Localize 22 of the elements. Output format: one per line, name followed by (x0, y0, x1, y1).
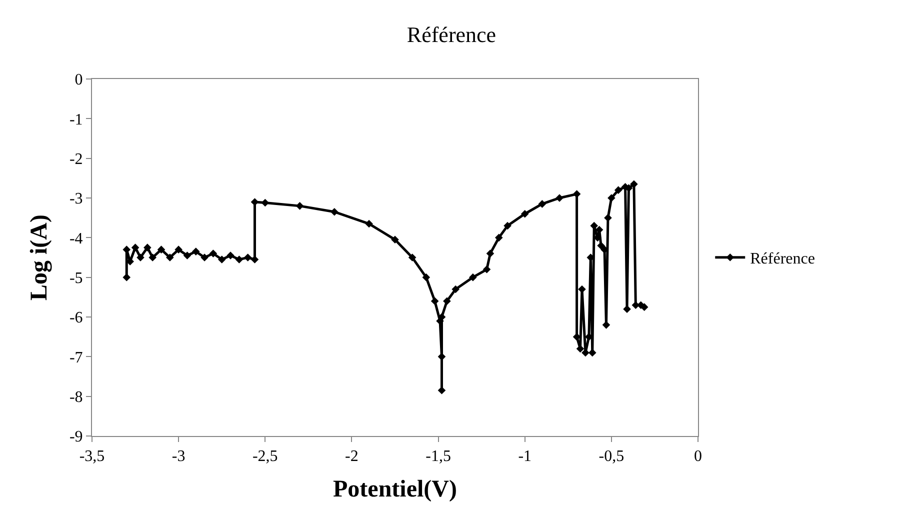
y-tick-label: -6 (69, 310, 83, 327)
x-tick-label: -1,5 (426, 448, 451, 466)
y-tick-label: -5 (69, 270, 83, 287)
x-tick-label: 0 (694, 448, 702, 466)
y-axis-title: Log i(A) (26, 214, 53, 300)
y-tick-label: -4 (69, 230, 83, 248)
y-tick-label: -3 (69, 190, 83, 208)
x-tick-label: -2,5 (252, 448, 278, 466)
x-axis-title: Potentiel(V) (333, 476, 457, 502)
legend-label: Référence (750, 250, 815, 268)
y-tick-label: 0 (74, 72, 83, 89)
x-tick-label: -0,5 (598, 448, 624, 466)
y-tick-label: -2 (69, 150, 83, 168)
chart-title: Référence (406, 22, 496, 47)
y-tick-label: -8 (69, 388, 83, 406)
x-tick-label: -1 (518, 448, 532, 466)
y-tick-label: -1 (69, 111, 83, 128)
x-tick-label: -3 (172, 448, 186, 466)
y-tick-label: -7 (69, 349, 83, 366)
y-tick-label: -9 (69, 428, 83, 446)
x-tick-label: -2 (345, 448, 358, 466)
x-tick-label: -3,5 (79, 448, 105, 466)
